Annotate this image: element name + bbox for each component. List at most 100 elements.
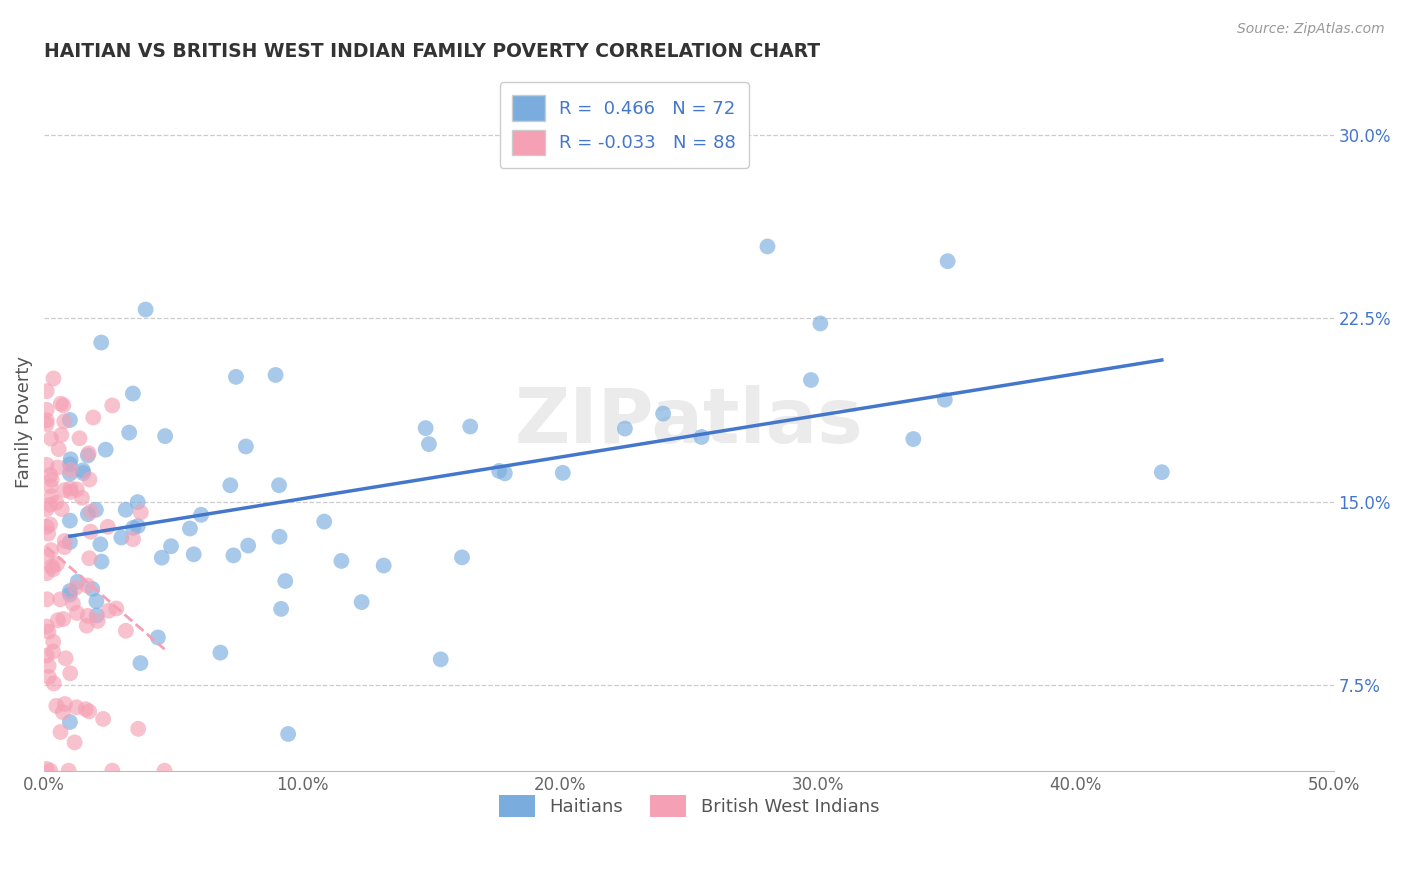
Point: [613, 421, 636, 435]
Point: [79, 551, 101, 566]
Point: [80, 504, 103, 518]
Point: [39, 764, 62, 778]
Point: [45, 698, 67, 713]
Point: [66, 483, 89, 497]
Point: [39, 489, 62, 503]
Point: [59, 458, 82, 472]
Point: [59, 452, 82, 467]
Point: [808, 317, 831, 331]
Point: [277, 727, 299, 741]
Point: [39, 468, 62, 483]
Point: [72, 463, 94, 477]
Point: [52, 612, 75, 626]
Point: [160, 539, 183, 553]
Point: [59, 584, 82, 599]
Point: [90, 555, 112, 569]
Point: [135, 302, 157, 317]
Point: [39, 543, 62, 558]
Point: [122, 386, 145, 401]
Point: [59, 514, 82, 528]
Point: [49, 397, 72, 411]
Point: [52, 398, 75, 412]
Point: [53, 483, 76, 497]
Point: [267, 478, 290, 492]
Point: [66, 574, 89, 589]
Point: [82, 582, 104, 596]
Point: [330, 554, 353, 568]
Point: [42, 371, 65, 385]
Point: [114, 502, 136, 516]
Point: [127, 519, 149, 533]
Point: [41, 473, 63, 487]
Point: [51, 502, 73, 516]
Point: [42, 562, 65, 576]
Point: [209, 646, 232, 660]
Point: [72, 466, 94, 480]
Point: [76, 618, 98, 632]
Point: [150, 550, 173, 565]
Point: [429, 652, 451, 666]
Point: [46, 557, 69, 571]
Point: [91, 712, 114, 726]
Point: [65, 700, 87, 714]
Point: [225, 369, 247, 384]
Point: [79, 524, 101, 539]
Point: [62, 596, 84, 610]
Point: [79, 473, 101, 487]
Point: [94, 442, 117, 457]
Point: [86, 608, 108, 623]
Point: [49, 592, 72, 607]
Point: [190, 508, 212, 522]
Point: [39, 432, 62, 446]
Point: [219, 478, 242, 492]
Point: [652, 407, 675, 421]
Point: [105, 601, 128, 615]
Point: [46, 613, 69, 627]
Point: [35, 402, 58, 417]
Legend: Haitians, British West Indians: Haitians, British West Indians: [491, 788, 886, 824]
Point: [35, 417, 58, 431]
Point: [59, 666, 82, 681]
Point: [35, 458, 58, 472]
Point: [153, 429, 176, 443]
Point: [38, 670, 60, 684]
Point: [59, 588, 82, 602]
Point: [55, 651, 77, 665]
Point: [37, 526, 59, 541]
Point: [39, 479, 62, 493]
Point: [76, 608, 98, 623]
Point: [127, 495, 149, 509]
Point: [75, 702, 97, 716]
Point: [488, 464, 510, 478]
Point: [97, 520, 120, 534]
Point: [59, 463, 82, 477]
Point: [41, 559, 63, 574]
Point: [1150, 465, 1173, 479]
Point: [35, 566, 58, 581]
Point: [551, 466, 574, 480]
Point: [77, 446, 100, 460]
Point: [115, 624, 138, 638]
Point: [35, 384, 58, 398]
Point: [235, 440, 257, 454]
Point: [936, 254, 959, 268]
Point: [53, 533, 76, 548]
Point: [86, 594, 108, 608]
Point: [264, 368, 287, 382]
Point: [127, 722, 149, 736]
Point: [350, 595, 373, 609]
Point: [77, 704, 100, 718]
Point: [46, 460, 69, 475]
Point: [129, 656, 152, 670]
Point: [314, 515, 336, 529]
Point: [42, 634, 65, 648]
Point: [101, 399, 124, 413]
Point: [65, 581, 87, 595]
Text: HAITIAN VS BRITISH WEST INDIAN FAMILY POVERTY CORRELATION CHART: HAITIAN VS BRITISH WEST INDIAN FAMILY PO…: [44, 42, 820, 61]
Point: [35, 520, 58, 534]
Point: [53, 697, 76, 711]
Text: Source: ZipAtlas.com: Source: ZipAtlas.com: [1237, 22, 1385, 37]
Point: [146, 631, 169, 645]
Point: [756, 239, 779, 253]
Point: [35, 549, 58, 564]
